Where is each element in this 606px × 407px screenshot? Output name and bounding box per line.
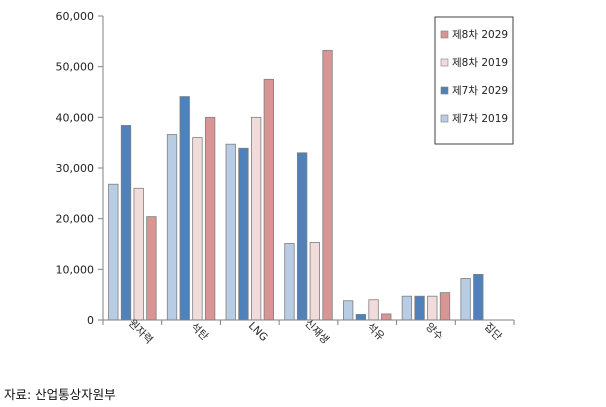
legend-swatch [440,114,449,123]
bar [309,242,321,321]
bar [427,295,438,321]
bar [179,96,190,321]
bar [263,78,274,321]
legend-label: 제8차 2019 [452,57,508,69]
legend-swatch [440,30,449,39]
bar [133,187,144,321]
y-tick-label: 10,000 [56,263,95,276]
bar [322,50,333,321]
x-tick-label: 석탄 [188,321,210,343]
bar [204,116,216,321]
legend: 제8차 2029 제8차 2019 제7차 2029 제7차 2019 [434,16,514,145]
bars [108,50,484,321]
y-tick-label: 40,000 [56,111,95,124]
bar [192,137,203,321]
bar [381,313,392,321]
y-tick-label: 50,000 [56,61,95,74]
legend-label: 제8차 2029 [452,29,508,41]
x-tick-label: 석유 [364,321,386,343]
bar [166,134,178,321]
x-axis: 원자력 석탄 LNG 신재생 석유 양수 집단 [102,317,515,346]
legend-swatch [440,58,449,67]
x-tick-label: 원자력 [126,317,155,346]
bar [238,147,249,321]
legend-swatch [440,86,449,95]
bar [460,278,471,321]
bar [120,125,132,321]
bar [473,273,484,321]
x-tick-label: 양수 [423,321,445,343]
bar [368,299,379,321]
legend-label: 제7차 2029 [452,85,508,97]
x-tick-label: LNG [246,320,270,344]
x-tick-label: 집단 [482,321,504,343]
bar [414,295,425,321]
bar [284,243,295,321]
bar [108,183,119,321]
y-axis: 0 10,000 20,000 30,000 40,000 50,000 60,000 [56,10,104,327]
bar [250,116,262,321]
source-note: 자료: 산업통상자원부 [4,387,116,402]
y-tick-label: 60,000 [56,10,95,23]
bar [355,314,367,321]
bar [401,295,413,321]
y-tick-label: 20,000 [56,213,95,226]
legend-label: 제7차 2019 [452,113,508,125]
bar [343,300,354,321]
bar [146,216,157,321]
y-tick-label: 0 [87,314,94,327]
y-tick-label: 30,000 [56,162,95,175]
x-tick-label: 신재생 [302,317,331,346]
bar [296,152,308,321]
bar [225,143,236,321]
bar-chart: 0 10,000 20,000 30,000 40,000 50,000 60,000 원자… [56,10,515,346]
bar [439,292,451,321]
